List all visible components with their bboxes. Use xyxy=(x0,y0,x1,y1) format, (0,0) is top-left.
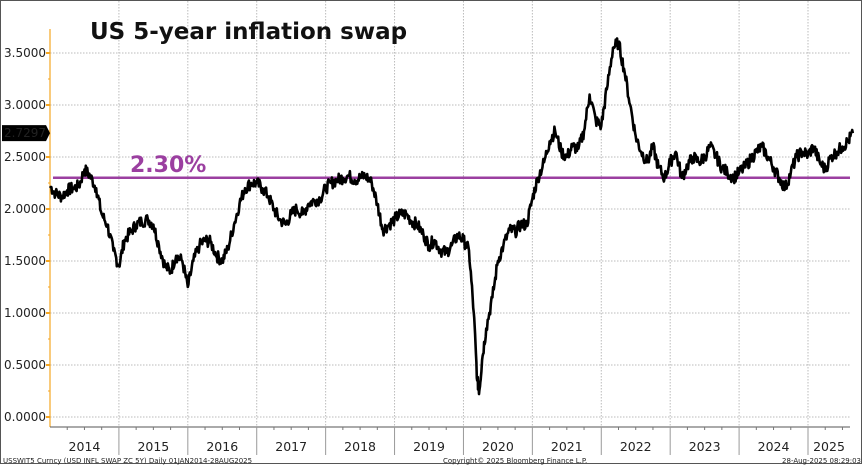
reference-line-label: 2.30% xyxy=(130,153,206,178)
y-axis: 0.0000 0.5000 1.0000 1.5000 2.0000 2.5000 3.00… xyxy=(4,29,51,427)
x-tick-label: 2020 xyxy=(482,439,514,454)
x-tick-label: 2024 xyxy=(758,439,790,454)
x-tick-label: 2017 xyxy=(275,439,307,454)
x-tick-label: 2023 xyxy=(689,439,721,454)
x-tick-label: 2019 xyxy=(413,439,445,454)
x-tick-label: 2016 xyxy=(206,439,238,454)
x-axis: 2014 2015 2016 2017 2018 2019 2020 2021 2022 2023… xyxy=(50,426,850,455)
y-tick-label: 0.0000 xyxy=(4,410,46,424)
x-tick-label: 2018 xyxy=(344,439,376,454)
y-tick-label: 1.5000 xyxy=(4,254,46,268)
footer-timestamp: 28-Aug-2025 08:29:03 xyxy=(782,457,861,465)
y-tick-label: 0.5000 xyxy=(4,358,46,372)
x-tick-label: 2014 xyxy=(69,439,101,454)
y-tick-label: 3.5000 xyxy=(4,46,46,60)
footer-source: USSWIT5 Curncy (USD INFL SWAP ZC 5Y) Dai… xyxy=(3,457,252,465)
last-value-badge xyxy=(2,125,50,142)
y-tick-label: 2.0000 xyxy=(4,202,46,216)
reference-line-group: 2.30% xyxy=(53,153,850,180)
gridlines xyxy=(50,1,850,427)
footer-copyright: Copyright© 2025 Bloomberg Finance L.P. xyxy=(443,457,587,465)
x-tick-label: 2022 xyxy=(620,439,652,454)
x-tick-label: 2015 xyxy=(137,439,169,454)
y-tick-label: 3.0000 xyxy=(4,98,46,112)
chart-title: US 5-year inflation swap xyxy=(90,19,407,45)
last-value-label: 2.7297 xyxy=(4,126,46,140)
series-line xyxy=(48,37,855,396)
y-tick-label: 1.0000 xyxy=(4,306,46,320)
last-value-marker: 2.7297 xyxy=(2,125,50,142)
x-tick-label: 2021 xyxy=(551,439,583,454)
y-tick-label: 2.5000 xyxy=(4,150,46,164)
x-tick-label: 2025 xyxy=(813,439,845,454)
